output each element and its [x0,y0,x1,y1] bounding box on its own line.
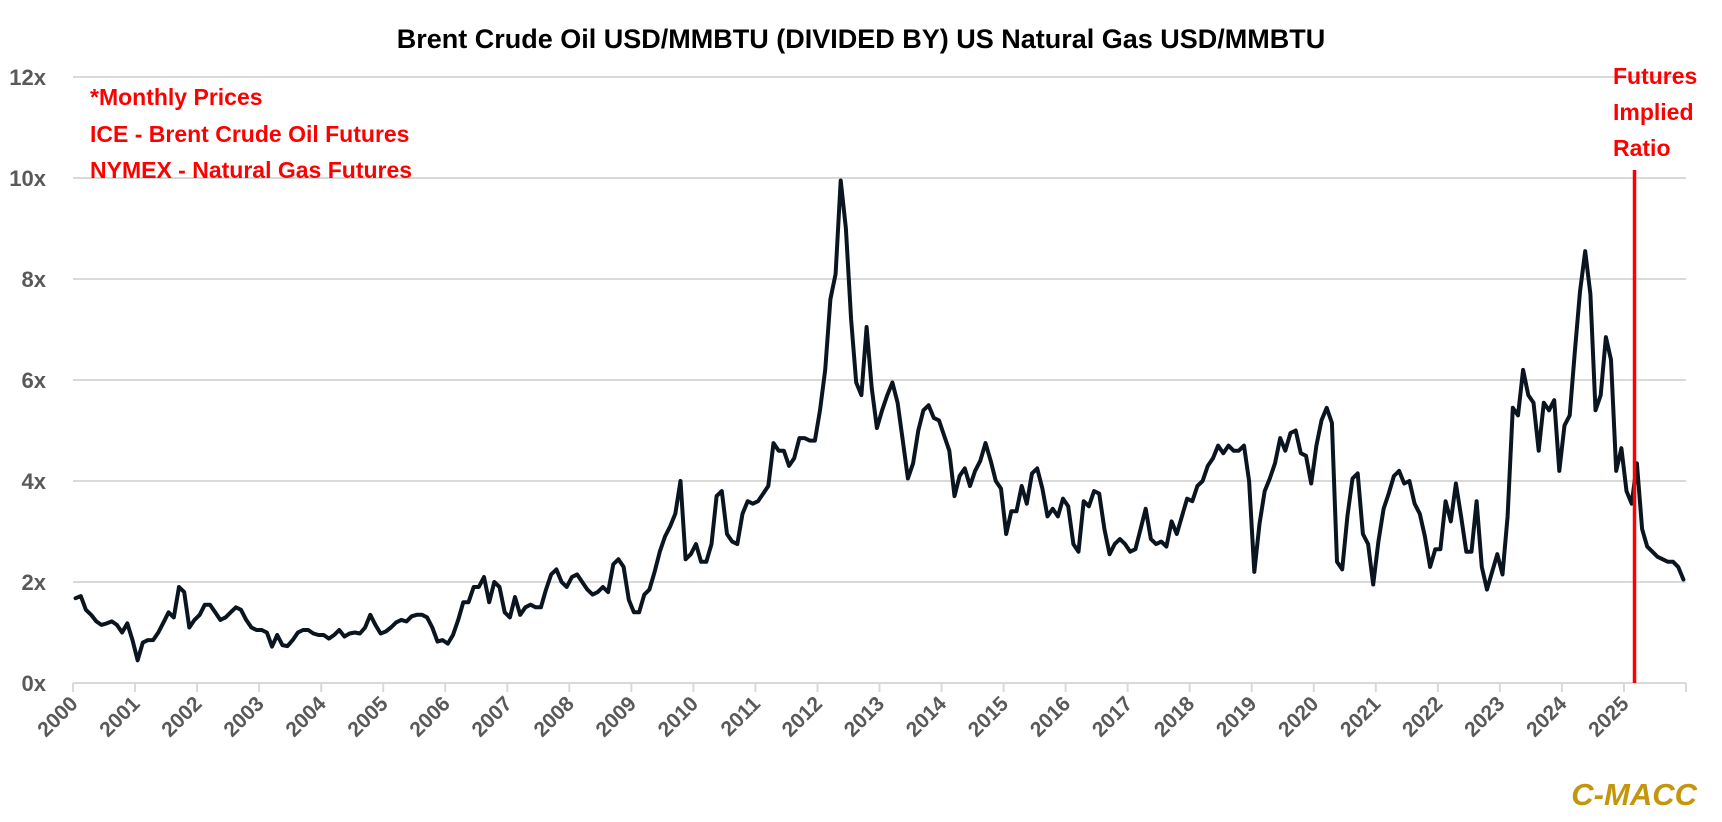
x-tick-label: 2011 [716,692,765,741]
y-tick-label: 10x [9,166,46,191]
x-tick-label: 2015 [964,692,1014,742]
x-axis: 2000 2001 2002 2003 2004 2005 2006 2007 2008 2009… [33,682,1687,742]
x-tick-label: 2017 [1088,692,1137,741]
x-tick-label: 2009 [592,692,641,741]
brand-watermark: C-MACC [1571,777,1697,812]
futures-label-line-2: Implied [1613,99,1694,125]
x-tick-label: 2002 [157,692,206,741]
x-tick-label: 2003 [219,692,268,741]
annotation-notes: *Monthly Prices ICE - Brent Crude Oil Fu… [90,84,412,183]
y-tick-label: 12x [9,65,46,90]
note-monthly-prices: *Monthly Prices [90,84,263,110]
x-tick-label: 2016 [1026,692,1075,741]
x-tick-label: 2019 [1212,692,1261,741]
x-tick-label: 2000 [33,692,82,741]
x-tick-label: 2023 [1460,692,1509,741]
x-tick-label: 2022 [1398,692,1447,741]
futures-label-line-3: Ratio [1613,135,1671,161]
y-axis: 0x 2x 4x 6x 8x 10x 12x [9,65,46,696]
x-tick-label: 2005 [343,692,393,742]
futures-label-line-1: Futures [1613,63,1697,89]
x-tick-label: 2024 [1522,692,1572,742]
note-nymex-gas: NYMEX - Natural Gas Futures [90,157,412,183]
y-tick-label: 4x [22,469,47,494]
y-tick-label: 8x [22,267,47,292]
y-tick-label: 6x [22,368,47,393]
x-tick-label: 2007 [468,692,517,741]
note-ice-brent: ICE - Brent Crude Oil Futures [90,121,409,147]
gridlines [73,76,1686,583]
x-tick-label: 2010 [654,692,703,741]
x-tick-label: 2014 [902,692,952,742]
x-tick-label: 2004 [281,692,331,742]
x-tick-label: 2013 [840,692,889,741]
series-line [73,178,1686,663]
series-group [73,178,1686,663]
x-tick-label: 2020 [1274,692,1323,741]
futures-marker: Futures Implied Ratio [1613,63,1697,683]
x-tick-label: 2021 [1336,692,1386,742]
chart-title: Brent Crude Oil USD/MMBTU (DIVIDED BY) U… [397,24,1326,54]
y-tick-label: 2x [22,570,47,595]
x-tick-label: 2008 [530,692,580,742]
y-tick-label: 0x [22,671,47,696]
x-tick-label: 2018 [1150,692,1200,742]
x-tick-label: 2001 [95,692,145,742]
x-tick-label: 2025 [1584,692,1634,742]
x-tick-label: 2012 [778,692,827,741]
x-tick-label: 2006 [405,692,454,741]
